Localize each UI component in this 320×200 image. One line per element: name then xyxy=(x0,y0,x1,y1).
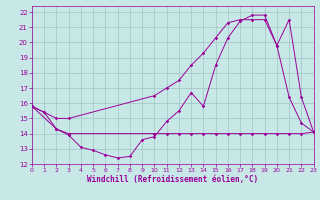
X-axis label: Windchill (Refroidissement éolien,°C): Windchill (Refroidissement éolien,°C) xyxy=(87,175,258,184)
